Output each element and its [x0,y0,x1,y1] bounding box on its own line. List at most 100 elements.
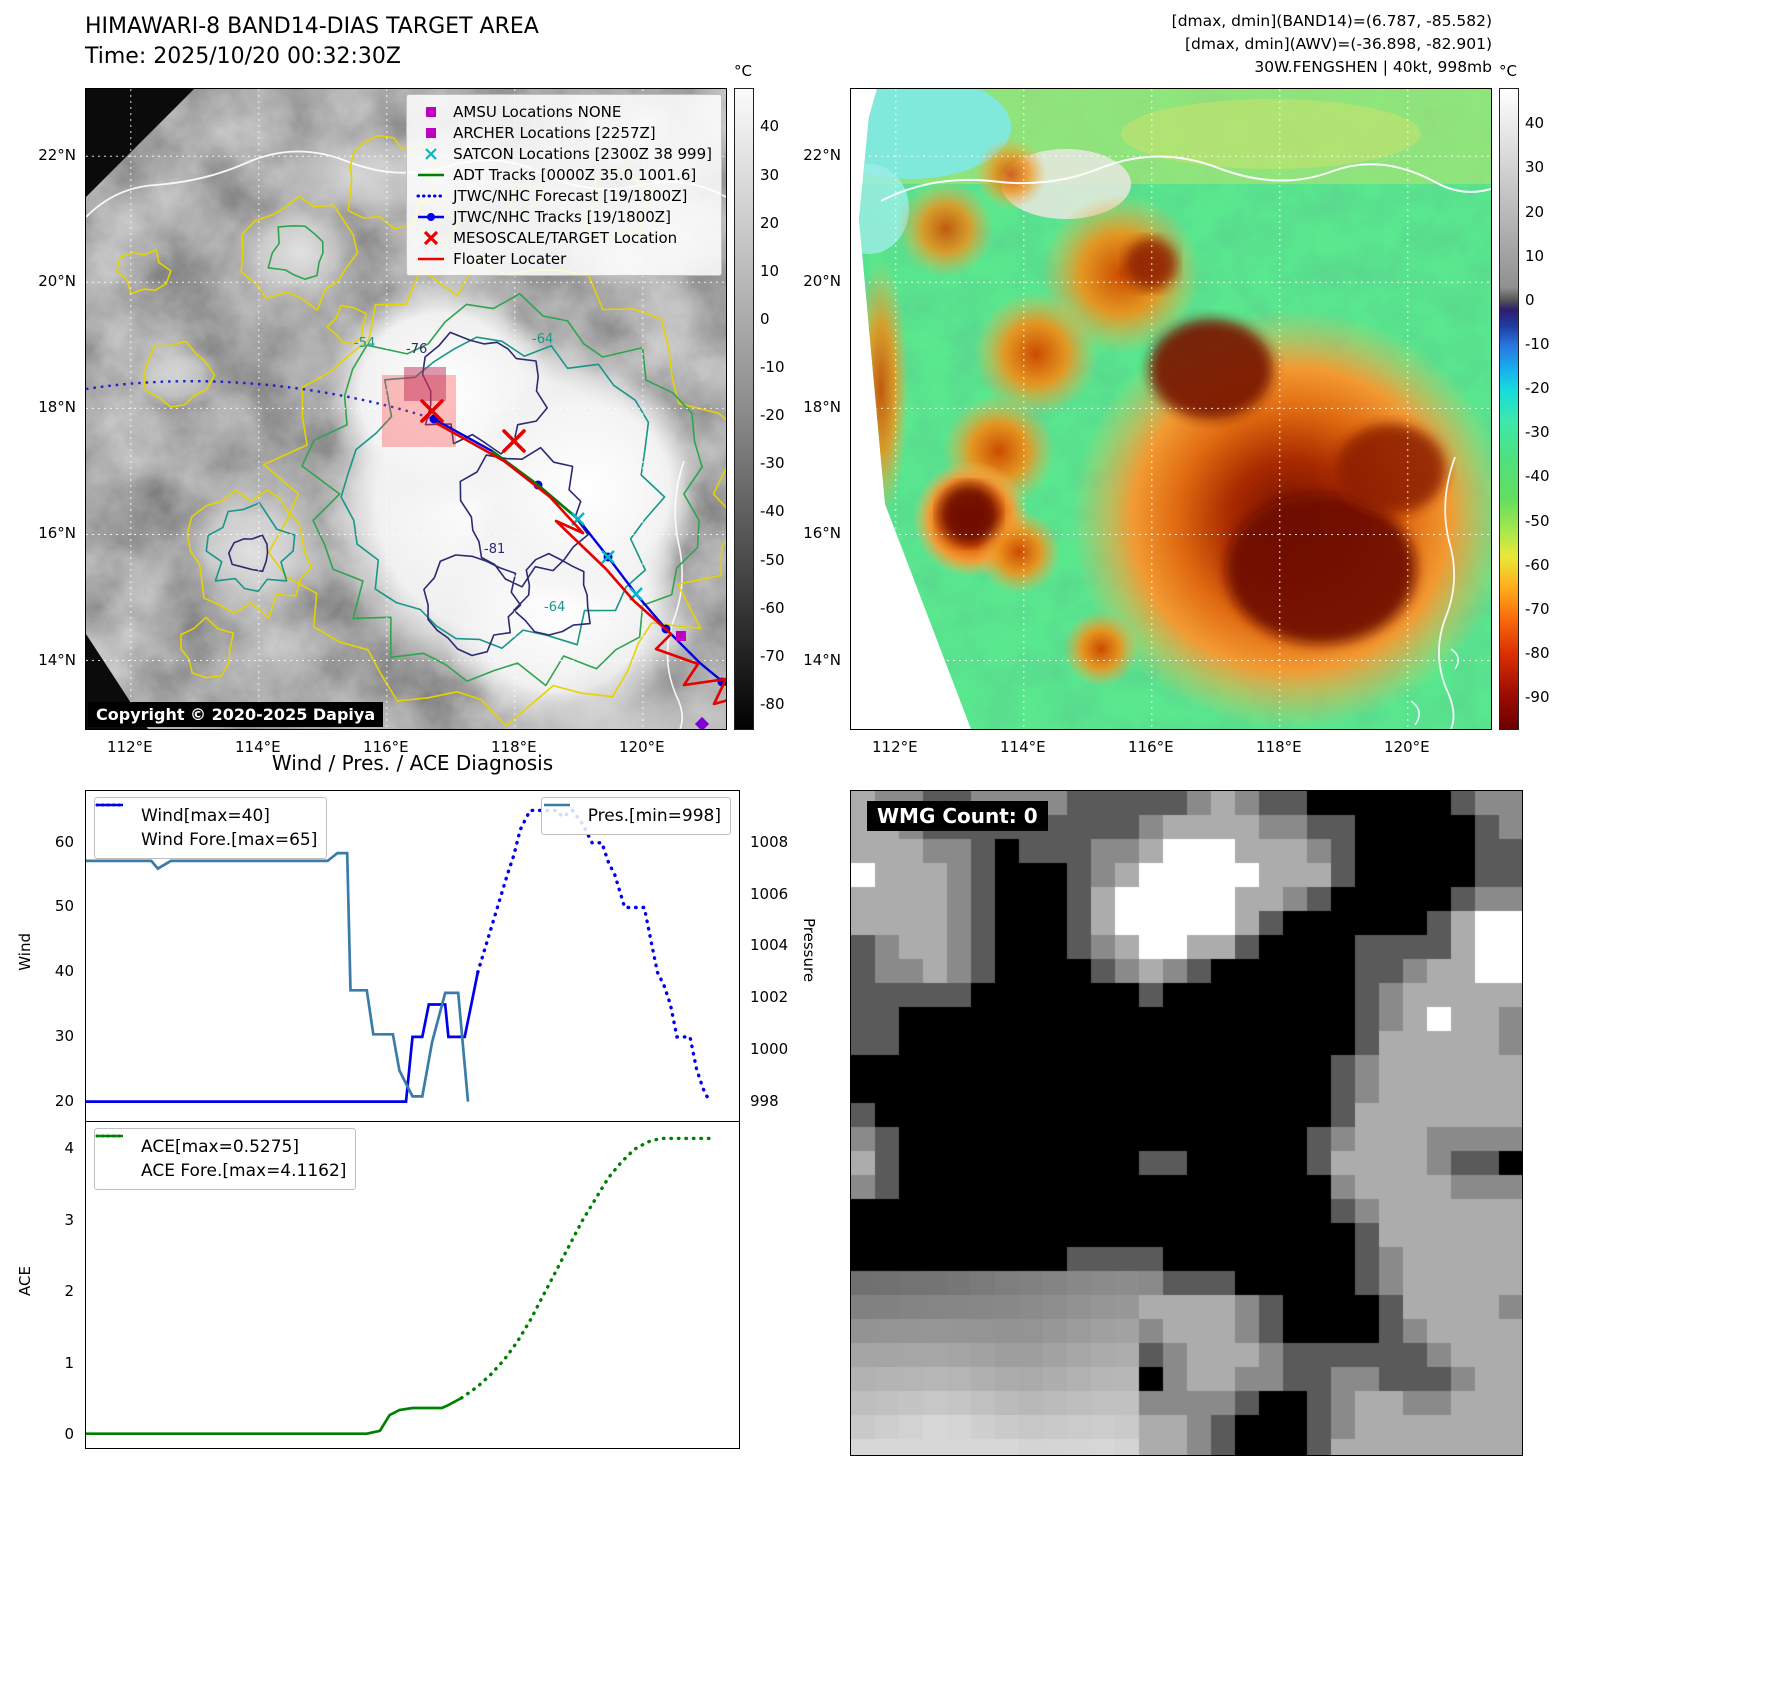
legend-marker [416,126,446,140]
graticule [859,89,1491,729]
jtwc-forecast-track [86,379,435,421]
colorbar-tick-label: -40 [760,502,785,521]
legend-marker [416,147,446,161]
legend-item: ADT Tracks [0000Z 35.0 1001.6] [416,164,712,185]
chart-series-0 [86,971,480,1103]
lon-tick-label: 118°E [1255,738,1302,756]
axis-tick-label: 1002 [750,988,789,1007]
contour-line [459,446,589,588]
contour-line [186,489,312,619]
lon-tick-label: 120°E [618,738,665,756]
legend-label: ARCHER Locations [2257Z] [453,123,656,142]
target-subbox [404,367,446,401]
colorbar-tick-label: -70 [1525,599,1550,618]
band14-colorbar [734,88,754,730]
colorbar-tick-label: -50 [1525,511,1550,530]
contour-line [142,340,216,408]
colorbar-tick-label: 20 [1525,202,1545,221]
legend-item: Floater Locater [416,248,712,269]
wmg-count-badge: WMG Count: 0 [867,801,1048,831]
legend-item: Wind[max=40] [97,803,317,828]
line-dot-marker-icon [418,212,445,221]
X-marker-icon [423,230,439,245]
colorbar-tick-label: 30 [760,165,780,184]
square-marker-icon [426,106,437,117]
band14-lat-axis: 22°N 20°N 18°N 16°N 14°N [25,88,80,730]
axis-tick-label: 30 [54,1026,74,1045]
colorbar-tick-label: -80 [760,694,785,713]
axis-tick-label: 20 [54,1091,74,1110]
legend-label: MESOSCALE/TARGET Location [453,228,678,247]
contour-line [513,552,591,636]
lat-tick-label: 22°N [803,146,841,165]
axis-tick-label: 4 [64,1139,74,1158]
colorbar-tick-label: -30 [1525,423,1550,442]
wmg-panel: WMG Count: 0 [850,790,1523,1456]
copyright-badge: Copyright © 2020-2025 Dapiya [88,702,384,727]
legend-item: ACE Fore.[max=4.1162] [95,1134,347,1183]
ace-legend: ACE[max=0.5275] ACE Fore.[max=4.1162] [94,1128,357,1190]
colorbar-tick-label: -90 [1525,688,1550,707]
legend-item: AMSU Locations NONE [416,101,712,122]
colorbar-tick-label: 20 [760,213,780,232]
axis-tick-label: 2 [64,1282,74,1301]
lon-tick-label: 120°E [1383,738,1430,756]
lon-tick-label: 114°E [234,738,281,756]
colorbar-tick-label: 10 [1525,246,1545,265]
contour-labels: -64 -76 -81 -54 -64 [354,332,565,615]
legend-marker [416,168,446,182]
lon-tick-label: 114°E [999,738,1046,756]
colorbar-tick-label: -10 [760,358,785,377]
contour-line [267,225,324,280]
pressure-axis-ticks: 998 1000 1002 1004 1006 1008 [744,790,790,1122]
chart-series-2 [86,851,470,1102]
awv-map-panel [850,88,1492,730]
cold-cloud-tops [859,138,1491,729]
pressure-axis-label: Pressure [800,918,818,983]
legend-item: MESOSCALE/TARGET Location [416,227,712,248]
colorbar-tick-label: -20 [1525,379,1550,398]
legend-item: ARCHER Locations [2257Z] [416,122,712,143]
legend-label: ACE[max=0.5275] [141,1137,299,1157]
awv-lon-axis: 112°E 114°E 116°E 118°E 120°E [850,730,1492,758]
graticule [86,89,726,729]
line-marker-icon [543,803,570,807]
dotted-marker-icon [95,1134,125,1138]
colorbar-tick-label: 40 [760,117,780,136]
lon-tick-label: 118°E [490,738,537,756]
lat-tick-label: 16°N [803,524,841,543]
legend-label: ADT Tracks [0000Z 35.0 1001.6] [453,165,697,184]
map-legend: AMSU Locations NONE ARCHER Locations [225… [406,94,722,276]
lat-tick-label: 18°N [803,398,841,417]
line-marker-icon [418,173,445,176]
ace-plot-area [86,1136,712,1436]
colorbar-tick-label: 40 [1525,114,1545,133]
dmax-dmin-band14-text: [dmax, dmin](BAND14)=(6.787, -85.582) [1171,12,1492,30]
legend-label: ACE Fore.[max=4.1162] [141,1161,347,1181]
lon-tick-label: 116°E [362,738,409,756]
legend-marker [416,210,446,224]
contour-line [180,616,235,679]
coastline [880,155,1491,729]
contour-label: -64 [532,332,553,347]
chart-series-1 [476,808,712,1104]
chart-series-0 [86,1396,463,1436]
contour-label: -64 [544,600,565,615]
contour-line [228,534,269,573]
legend-item: Pres.[min=998] [543,803,721,828]
legend-label: Pres.[min=998] [587,806,721,826]
contour-line [205,502,296,593]
legend-item: SATCON Locations [2300Z 38 999] [416,143,712,164]
legend-label: JTWC/NHC Tracks [19/1800Z] [453,207,671,226]
axis-tick-label: 3 [64,1210,74,1229]
colorbar-tick-label: -60 [1525,555,1550,574]
axis-tick-label: 1004 [750,936,789,955]
awv-satellite-image [859,89,1491,729]
axis-tick-label: 60 [54,832,74,851]
awv-lat-axis: 22°N 20°N 18°N 16°N 14°N [790,88,845,730]
axis-tick-label: 998 [750,1091,779,1110]
diagnosis-title: Wind / Pres. / ACE Diagnosis [271,751,554,775]
contour-line [262,258,726,727]
mesoscale-target-markers [420,399,526,453]
